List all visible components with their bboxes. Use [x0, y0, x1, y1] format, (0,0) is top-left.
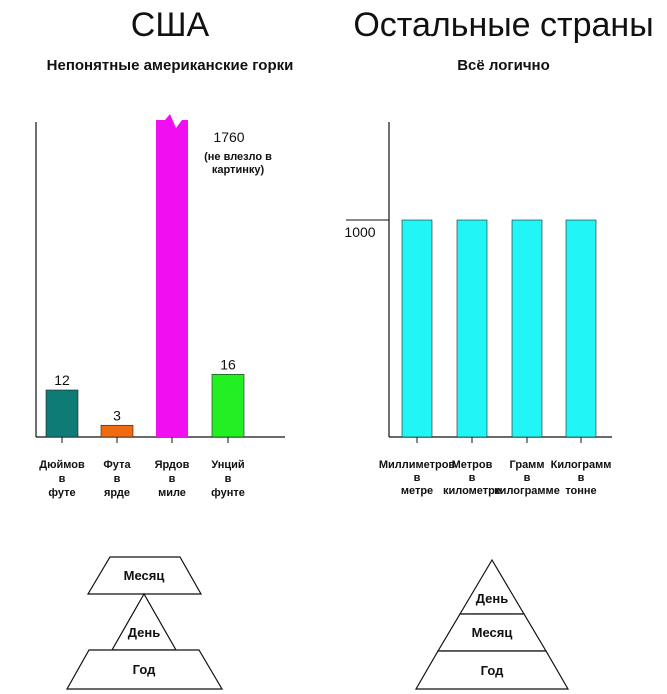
usa-x-tick-label-1-0: Фута	[103, 459, 131, 471]
world-x-tick-label-3-0: Килограмм	[551, 459, 612, 471]
world-y-tick-label: 1000	[344, 224, 375, 240]
usa-bar-value-2: 1760	[213, 129, 244, 145]
usa-subtitle: Непонятные американские горки	[46, 57, 294, 74]
world-x-tick-label-0-0: Миллиметров	[379, 459, 456, 471]
usa-bar-2	[156, 114, 188, 437]
usa-x-tick-label-2-1: в	[169, 473, 176, 485]
pyramid-left-label-1: День	[128, 625, 161, 640]
usa-truncation-note-0: (не влезло в	[204, 151, 272, 163]
usa-x-tick-label-0-0: Дюймов	[39, 459, 85, 471]
world-x-tick-label-1-0: Метров	[452, 459, 493, 471]
pyramid-left-month	[86, 556, 203, 595]
world-x-tick-label-2-1: в	[524, 472, 531, 484]
world-x-tick-label-0-1: в	[414, 472, 421, 484]
pyramid-right-label-0: День	[476, 591, 509, 606]
world-bar-3	[565, 219, 597, 438]
usa-bar-0	[45, 389, 79, 438]
pyramid-right-year	[414, 650, 570, 690]
world-title: Остальные страны	[353, 6, 654, 44]
usa-bar-3	[211, 374, 245, 438]
usa-x-tick-label-0-1: в	[59, 473, 66, 485]
usa-bar-1	[100, 424, 134, 438]
usa-truncation-note-1: картинку)	[212, 164, 265, 176]
usa-x-tick-label-1-1: в	[114, 473, 121, 485]
pyramid-left-label-2: Год	[133, 662, 156, 677]
world-bar-2	[511, 219, 543, 438]
pyramid-right-label-2: Год	[481, 663, 504, 678]
world-x-tick-label-3-2: тонне	[565, 485, 596, 497]
pyramid-left-label-0: Месяц	[124, 568, 165, 583]
usa-x-tick-label-3-2: фунте	[211, 487, 245, 499]
world-subtitle: Всё логично	[457, 57, 550, 74]
world-x-tick-label-2-2: килограмме	[494, 485, 560, 497]
usa-x-tick-label-3-1: в	[225, 473, 232, 485]
usa-x-tick-label-2-0: Ярдов	[155, 459, 190, 471]
usa-x-tick-label-3-0: Унций	[211, 459, 244, 471]
pyramid-left-year	[65, 649, 224, 690]
world-x-tick-label-1-2: километре	[443, 485, 501, 497]
usa-title: США	[130, 6, 210, 44]
world-x-tick-label-3-1: в	[578, 472, 585, 484]
usa-x-tick-label-2-2: миле	[158, 487, 186, 499]
world-x-tick-label-1-1: в	[469, 472, 476, 484]
usa-x-tick-label-0-2: футе	[48, 487, 75, 499]
pyramid-left-day	[110, 592, 178, 651]
usa-bar-value-1: 3	[113, 407, 121, 423]
usa-bar-value-0: 12	[54, 372, 70, 388]
world-x-tick-label-2-0: Грамм	[510, 459, 545, 471]
world-x-tick-label-0-2: метре	[401, 485, 433, 497]
world-bar-1	[456, 219, 488, 438]
usa-x-tick-label-1-2: ярде	[104, 487, 130, 499]
pyramid-right-label-1: Месяц	[472, 625, 513, 640]
usa-bar-value-3: 16	[220, 356, 236, 372]
world-bar-0	[401, 219, 433, 438]
